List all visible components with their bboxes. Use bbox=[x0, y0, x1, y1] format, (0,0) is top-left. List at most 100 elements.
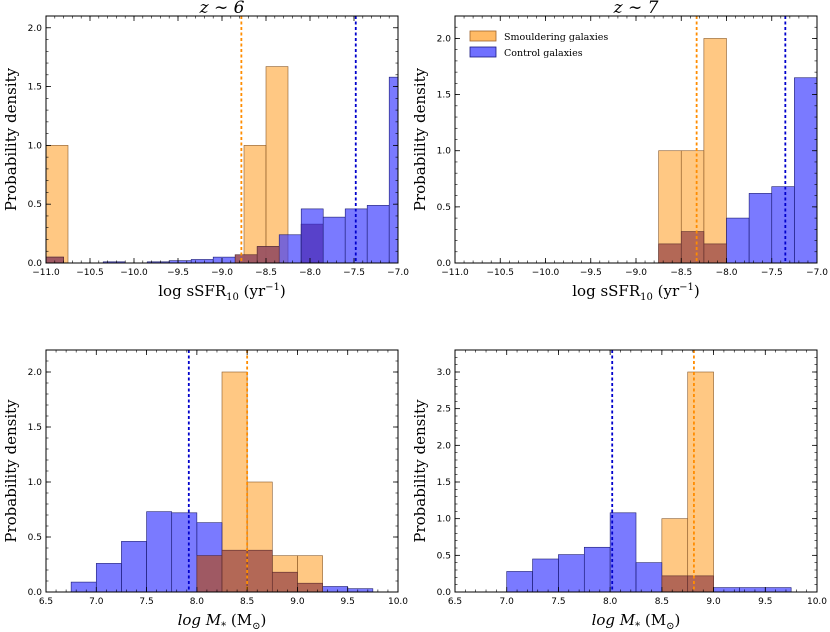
x-tick-label: −7.5 bbox=[761, 268, 783, 278]
y-tick-label: 1.5 bbox=[437, 91, 451, 101]
x-tick-label: −8.5 bbox=[255, 268, 277, 278]
x-tick-label: 8.0 bbox=[603, 597, 618, 607]
histogram-bar bbox=[246, 549, 273, 593]
axis-ticks: 6.5 7.0 7.5 8.0 8.5 9.0 9.5 10.0 0.0 0.5 1.0 1.5 2.0… bbox=[437, 349, 827, 607]
histogram-bar bbox=[726, 217, 750, 264]
histogram-bar bbox=[95, 563, 122, 593]
y-tick-label: 0.0 bbox=[437, 259, 452, 269]
y-tick-label: 2.0 bbox=[437, 441, 452, 451]
axis-ticks: 6.5 7.0 7.5 8.0 8.5 9.0 9.5 10.0 0.0 0.5 1.0 1.5 2.0 bbox=[28, 349, 408, 607]
histogram-bar bbox=[196, 555, 223, 593]
x-axis-label: log M* (M⊙) bbox=[592, 611, 681, 632]
x-tick-label: −10.5 bbox=[486, 268, 514, 278]
y-axis-label: Probability density bbox=[2, 399, 20, 543]
y-tick-label: 0.0 bbox=[28, 588, 43, 598]
x-tick-label: 8.5 bbox=[240, 597, 254, 607]
x-tick-label: 7.5 bbox=[551, 597, 565, 607]
x-tick-label: −8.0 bbox=[716, 268, 738, 278]
x-tick-label: 7.0 bbox=[500, 597, 515, 607]
x-tick-label: 9.0 bbox=[706, 597, 721, 607]
x-tick-label: −8.0 bbox=[299, 268, 321, 278]
histogram-bar bbox=[388, 76, 399, 264]
axis-ticks: −11.0 −10.5 −10.0 −9.5 −9.0 −8.5 −8.0 −7.5 −7.0 0… bbox=[28, 15, 409, 278]
y-tick-label: 2.5 bbox=[437, 405, 451, 415]
y-tick-label: 0.0 bbox=[28, 259, 43, 269]
histogram-bar bbox=[532, 558, 559, 593]
median-lines bbox=[240, 16, 357, 263]
histogram-bar bbox=[764, 587, 792, 593]
histogram-bar bbox=[278, 234, 302, 264]
median-lines bbox=[187, 350, 249, 592]
x-tick-label: −9.5 bbox=[580, 268, 602, 278]
x-tick-label: 8.0 bbox=[190, 597, 205, 607]
histogram-bar bbox=[297, 582, 323, 593]
x-tick-label: −11.0 bbox=[441, 268, 469, 278]
histogram-bars bbox=[45, 66, 399, 264]
panel-mass-z6: 6.5 7.0 7.5 8.0 8.5 9.0 9.5 10.0 0.0 0.5 1.0 1.5 2.0… bbox=[2, 349, 408, 632]
histogram-bar bbox=[256, 246, 280, 264]
x-axis-label: log sSFR10 (yr−1) bbox=[572, 282, 699, 303]
histogram-bars bbox=[506, 371, 792, 593]
histogram-bar bbox=[366, 205, 390, 264]
histogram-bar bbox=[739, 587, 766, 593]
x-tick-label: −9.0 bbox=[625, 268, 647, 278]
histogram-bar bbox=[687, 371, 714, 593]
histogram-bars bbox=[70, 371, 374, 593]
y-tick-label: 0.5 bbox=[437, 551, 451, 561]
panel-sSFR-z7: −11.0 −10.5 −10.0 −9.5 −9.0 −8.5 −8.0 −7.5 −7.0 0… bbox=[411, 0, 828, 303]
y-tick-label: 1.5 bbox=[437, 478, 451, 488]
x-axis-label: log sSFR10 (yr−1) bbox=[158, 282, 285, 303]
x-tick-label: 7.5 bbox=[139, 597, 153, 607]
histogram-bar bbox=[703, 243, 727, 264]
x-tick-label: −7.0 bbox=[806, 268, 828, 278]
histogram-bar bbox=[583, 546, 611, 593]
x-tick-label: 9.0 bbox=[290, 597, 305, 607]
y-tick-label: 0.5 bbox=[437, 203, 451, 213]
y-tick-label: 1.5 bbox=[28, 83, 42, 93]
x-tick-label: −10.5 bbox=[76, 268, 104, 278]
x-tick-label: 6.5 bbox=[448, 597, 462, 607]
x-tick-label: −7.5 bbox=[343, 268, 365, 278]
histogram-bars bbox=[658, 38, 818, 264]
x-axis-label: log M* (M⊙) bbox=[178, 611, 267, 632]
histogram-bar bbox=[212, 256, 236, 264]
histogram-bar bbox=[680, 231, 705, 264]
histogram-bar bbox=[748, 193, 773, 264]
histogram-bar bbox=[635, 562, 663, 593]
histogram-bar bbox=[171, 512, 198, 593]
histogram-bar bbox=[121, 541, 147, 593]
histogram-bar bbox=[322, 216, 346, 264]
x-tick-label: −10.0 bbox=[120, 268, 148, 278]
y-axis-label: Probability density bbox=[411, 399, 429, 543]
legend-label-control: Control galaxies bbox=[504, 48, 583, 59]
x-tick-label: 9.5 bbox=[341, 597, 355, 607]
panel-sSFR-z6: −11.0 −10.5 −10.0 −9.5 −9.0 −8.5 −8.0 −7.5 −7.0 0… bbox=[2, 0, 409, 303]
panel-title: z ∼ 7 bbox=[613, 0, 659, 18]
y-tick-label: 1.0 bbox=[437, 515, 452, 525]
x-tick-label: 6.5 bbox=[39, 597, 53, 607]
y-tick-label: 0.5 bbox=[28, 200, 42, 210]
histogram-bar bbox=[271, 571, 298, 593]
histogram-bar bbox=[322, 586, 349, 593]
x-tick-label: −9.0 bbox=[211, 268, 233, 278]
x-tick-label: −8.5 bbox=[670, 268, 692, 278]
histogram-bar bbox=[558, 554, 585, 593]
histogram-bar bbox=[190, 259, 214, 264]
histogram-bar bbox=[658, 243, 682, 264]
histogram-bar bbox=[146, 511, 173, 593]
histogram-bar bbox=[243, 145, 267, 264]
median-lines bbox=[695, 16, 787, 263]
y-tick-label: 1.0 bbox=[28, 141, 43, 151]
panel-mass-z7: 6.5 7.0 7.5 8.0 8.5 9.0 9.5 10.0 0.0 0.5 1.0 1.5 2.0… bbox=[411, 349, 827, 632]
histogram-bar bbox=[687, 575, 714, 593]
y-tick-label: 2.0 bbox=[28, 24, 43, 34]
histogram-bar bbox=[265, 66, 289, 264]
histogram-bar bbox=[703, 38, 727, 264]
histogram-bar bbox=[713, 587, 740, 593]
axis-ticks: −11.0 −10.5 −10.0 −9.5 −9.0 −8.5 −8.0 −7.5 −7.0 0… bbox=[437, 15, 828, 278]
y-tick-label: 3.0 bbox=[437, 368, 452, 378]
legend-swatch-smouldering bbox=[469, 30, 497, 42]
y-tick-label: 2.0 bbox=[28, 368, 43, 378]
histogram-bar bbox=[661, 575, 689, 593]
